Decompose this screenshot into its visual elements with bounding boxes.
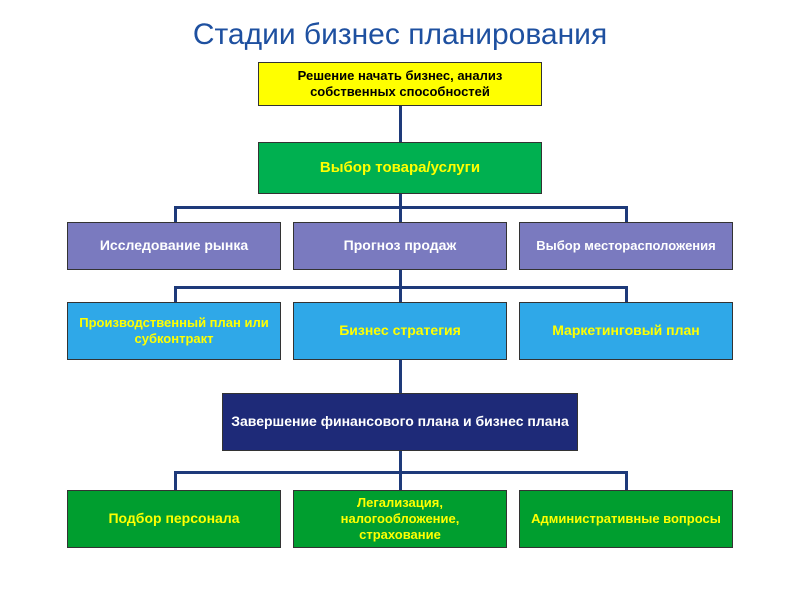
flow-node: Производственный план или субконтракт xyxy=(67,302,281,360)
flow-node-label: Завершение финансового плана и бизнес пл… xyxy=(231,413,569,431)
flow-node-label: Прогноз продаж xyxy=(344,237,457,255)
flow-connector xyxy=(399,286,402,302)
flow-connector xyxy=(174,471,177,490)
flow-node: Легализация, налогообложение, страховани… xyxy=(293,490,507,548)
flow-node: Административные вопросы xyxy=(519,490,733,548)
flowchart-canvas: Решение начать бизнес, анализ собственны… xyxy=(0,0,800,614)
flow-connector xyxy=(625,286,628,302)
flow-connector xyxy=(174,286,177,302)
flow-node-label: Легализация, налогообложение, страховани… xyxy=(300,495,500,544)
flow-connector xyxy=(399,206,402,222)
flow-connector xyxy=(174,206,177,222)
flow-node-label: Подбор персонала xyxy=(108,510,239,528)
flow-node: Исследование рынка xyxy=(67,222,281,270)
flow-node: Маркетинговый план xyxy=(519,302,733,360)
flow-node-label: Административные вопросы xyxy=(531,511,721,527)
flow-node: Выбор месторасположения xyxy=(519,222,733,270)
flow-connector xyxy=(625,471,628,490)
flow-node: Выбор товара/услуги xyxy=(258,142,542,194)
flow-node: Подбор персонала xyxy=(67,490,281,548)
flow-node-label: Исследование рынка xyxy=(100,237,248,255)
flow-connector xyxy=(399,451,402,473)
flow-node: Прогноз продаж xyxy=(293,222,507,270)
flow-connector xyxy=(399,106,402,142)
flow-node-label: Решение начать бизнес, анализ собственны… xyxy=(265,68,535,101)
flow-connector xyxy=(399,360,402,393)
flow-node-label: Бизнес стратегия xyxy=(339,322,461,340)
flow-node-label: Производственный план или субконтракт xyxy=(74,315,274,348)
flow-node: Бизнес стратегия xyxy=(293,302,507,360)
flow-node-label: Выбор товара/услуги xyxy=(320,159,480,178)
flow-node-label: Выбор месторасположения xyxy=(536,238,716,254)
flow-node: Решение начать бизнес, анализ собственны… xyxy=(258,62,542,106)
flow-connector xyxy=(625,206,628,222)
flow-connector xyxy=(399,471,402,490)
flow-node: Завершение финансового плана и бизнес пл… xyxy=(222,393,578,451)
flow-node-label: Маркетинговый план xyxy=(552,322,700,340)
